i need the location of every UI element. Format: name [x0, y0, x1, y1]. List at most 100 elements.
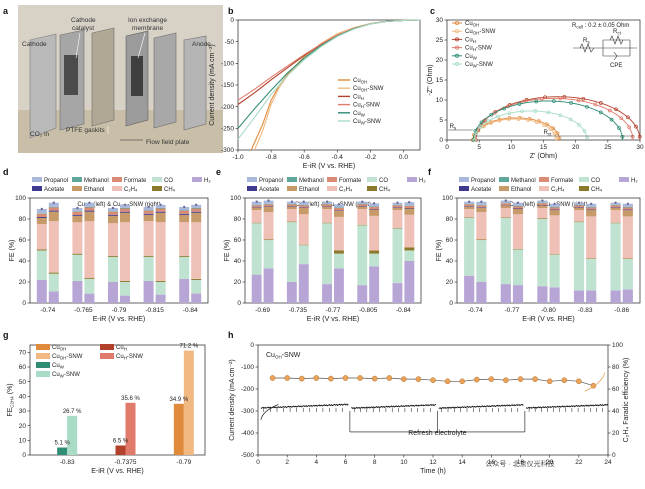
y-tick-label-panel-d: 80 [19, 216, 27, 223]
y-tick-label-panel-d: 60 [19, 237, 27, 244]
fe-bar-left-acetate [286, 206, 297, 207]
legend-label-b-part: H [361, 96, 364, 101]
fe-bar-left-acetate [179, 213, 190, 215]
legend-label-b: CuW [353, 111, 366, 118]
y-tick-label-right-h: 60 [612, 386, 620, 393]
fe-bar-right-ch4 [191, 278, 202, 280]
legend-label-g-part: H [124, 347, 127, 352]
fe-legend-label-acetate: Acetate [471, 187, 492, 193]
fe-legend-label-formate: Formate [339, 178, 362, 184]
x-tick-label-b: -1.0 [232, 154, 244, 161]
fe-bar-right-co [48, 273, 59, 292]
x-tick-label-b: -0.4 [332, 154, 344, 161]
nyquist-point-cu_h [626, 115, 630, 120]
y-tick-label-panel-e: 20 [234, 279, 242, 286]
fe-bar-left-h2 [610, 290, 621, 303]
fe-bar-left-ch4 [108, 255, 118, 257]
fe-legend-label-methanol: Methanol [84, 178, 109, 184]
fe-bar-left-c2h4 [392, 210, 403, 228]
legend-swatch-g [36, 353, 50, 359]
series-label-h: CuOH-SNW [266, 352, 301, 360]
fe-bar-right-ethanol [120, 212, 130, 223]
fe-bar-right-ethanol [191, 212, 202, 223]
fe-legend-label-methanol: Methanol [511, 178, 536, 184]
legend-label-g-part: OH [60, 356, 67, 361]
y-tick-label-right-h: 0 [612, 452, 616, 459]
fe-bar-left-ethanol [143, 214, 154, 222]
y-tick-label-b: -50 [225, 39, 235, 46]
rcell-annotation-part: R [572, 23, 577, 29]
panel-c: c 00 5 5 10 10 15 15 20 20 25 25 30 30 Z' (Ohm) -Z'' (… [427, 6, 644, 160]
fe-bar-right-h2 [369, 266, 380, 304]
legend-swatch-g [100, 353, 114, 359]
fe-bar-right-acetate [622, 209, 633, 211]
subtitle-panel-f-part: (left) & Cu [521, 202, 550, 208]
lsv-curve-cu_w [237, 19, 421, 129]
y-tick-label-g: 10 [19, 438, 27, 445]
fe-total-marker-left [76, 206, 79, 210]
y-tick-label-right-h: 100 [612, 342, 623, 349]
x-tick-label-h: 4 [315, 459, 319, 466]
legend-label-g: CuH-SNW [116, 354, 143, 361]
fe-bar-right-ethanol [334, 210, 344, 217]
circuit-rs-label: Rs [583, 38, 590, 45]
fe-bar-left-formate [573, 205, 585, 208]
fe-bar-right-c2h4 [298, 214, 309, 245]
fe-bar-left-ch4 [610, 222, 621, 224]
x-tick-label-c: 30 [636, 144, 644, 151]
fe-bar-left-acetate [36, 216, 47, 218]
nyquist-point-cu_w [489, 112, 494, 117]
fe-bar-right-propanol [298, 201, 309, 205]
nyquist-point-cu_oh-snw [548, 127, 553, 131]
fe-bar-right-h2 [48, 291, 59, 303]
fe-bar-right-methanol [298, 204, 309, 206]
legend-marker-c [454, 53, 459, 58]
nyquist-point-cu_w [502, 106, 506, 111]
fe-total-marker-left [325, 200, 329, 203]
fe-bar-right-formate [622, 207, 633, 210]
fe-legend-label-ethanol: Ethanol [511, 187, 531, 193]
current-trace-segment [525, 403, 609, 409]
nyquist-point-cu_w [569, 101, 573, 105]
fe-bar-left-h2 [108, 282, 118, 303]
panel-label-c: c [430, 6, 435, 16]
legend-label-g-part: H [124, 356, 127, 361]
fe-bar-right-ch4 [298, 244, 309, 246]
fe-point [444, 378, 451, 385]
fe-bar-left-methanol [143, 210, 154, 211]
fe-total-marker-left [468, 200, 471, 203]
fe-bar-left-ch4 [251, 222, 262, 224]
fe-bar-left-ethanol [108, 215, 118, 224]
fe-legend-label-formate: Formate [551, 178, 574, 184]
subtitle-panel-d-part: -SNW (right) [127, 202, 160, 208]
fe-point [298, 375, 305, 382]
x-axis-label-b: E-iR (V vs. RHE) [303, 163, 356, 170]
fe-bar-left-c2h4 [500, 208, 511, 218]
fe-bar-right-methanol [263, 203, 274, 205]
fe-total-marker-right [123, 203, 127, 206]
x-tick-label-panel-f: -0.86 [614, 307, 629, 314]
fe-bar-right-propanol [84, 202, 95, 207]
fe-point [357, 375, 363, 381]
fe-legend-label-methanol: Methanol [299, 178, 324, 184]
fe-total-marker-right [553, 202, 556, 205]
fe-bar-right-propanol [191, 204, 202, 208]
panel-label-g: g [3, 330, 9, 340]
fe-bar-right-ch4 [84, 277, 95, 279]
fe-bar-right-c2h4 [263, 212, 274, 240]
gasket-3 [153, 32, 177, 129]
fe-bar-left-methanol [72, 211, 83, 212]
legend-label-b-part: Cu [353, 119, 361, 125]
fe-total-marker-right [267, 199, 270, 202]
nyquist-point-cu_w-snw [546, 110, 551, 115]
fe-legend-swatch-c2h4 [539, 186, 549, 191]
fe-bar-left-propanol [143, 206, 154, 211]
fe-c2h4-bar-cuw_snw [67, 415, 78, 455]
x-tick-label-panel-d: -0.84 [183, 307, 198, 314]
x-tick-label-c: 10 [508, 144, 516, 151]
y-tick-label-b: -300 [221, 147, 234, 154]
fe-bar-right-methanol [622, 206, 633, 208]
nyquist-point-cu_h-snw [593, 102, 598, 107]
arrow-to-right-axis [584, 372, 606, 392]
fe-legend-swatch-ethanol [287, 186, 297, 191]
